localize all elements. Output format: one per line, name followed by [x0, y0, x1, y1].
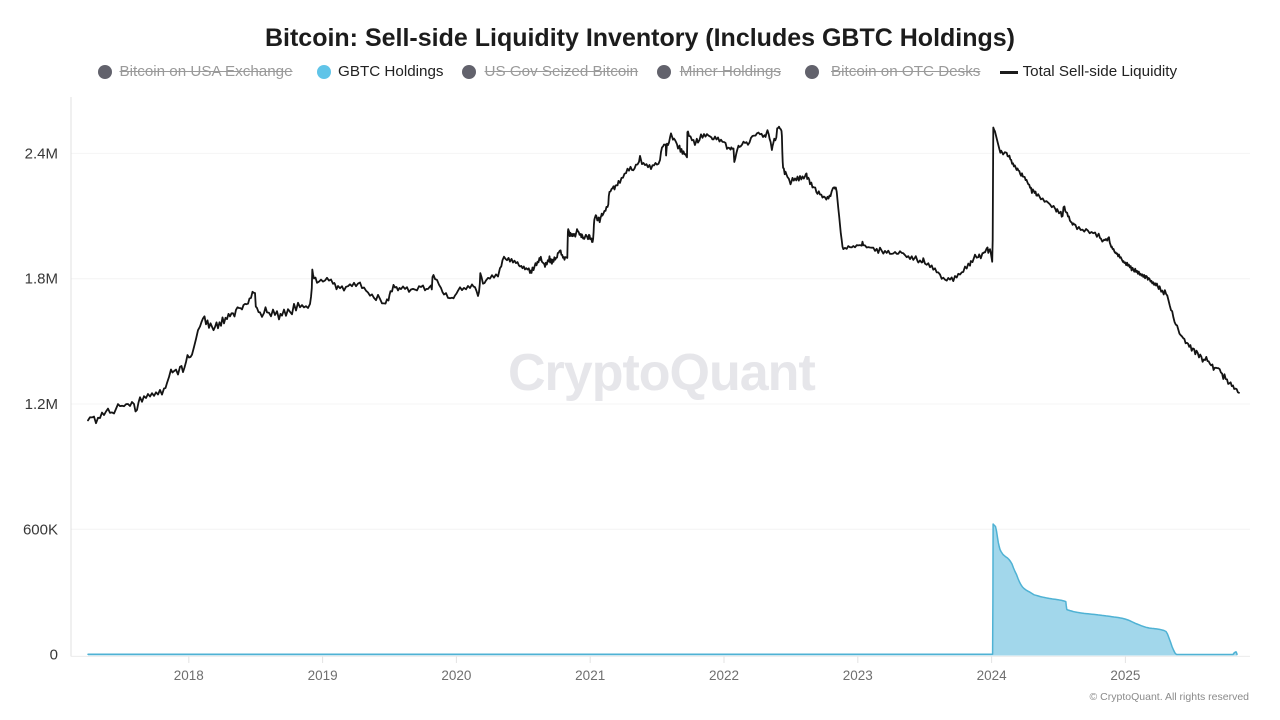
svg-text:2022: 2022 [709, 668, 739, 683]
svg-text:2.4M: 2.4M [25, 145, 58, 162]
svg-text:600K: 600K [23, 521, 58, 538]
svg-text:2024: 2024 [977, 668, 1008, 683]
svg-text:2019: 2019 [308, 668, 338, 683]
svg-text:1.8M: 1.8M [25, 271, 58, 288]
svg-text:1.2M: 1.2M [25, 396, 58, 413]
svg-text:2021: 2021 [575, 668, 605, 683]
svg-text:2023: 2023 [843, 668, 873, 683]
svg-text:2018: 2018 [174, 668, 204, 683]
svg-text:2020: 2020 [441, 668, 471, 683]
svg-text:0: 0 [50, 647, 58, 664]
svg-text:2025: 2025 [1110, 668, 1140, 683]
